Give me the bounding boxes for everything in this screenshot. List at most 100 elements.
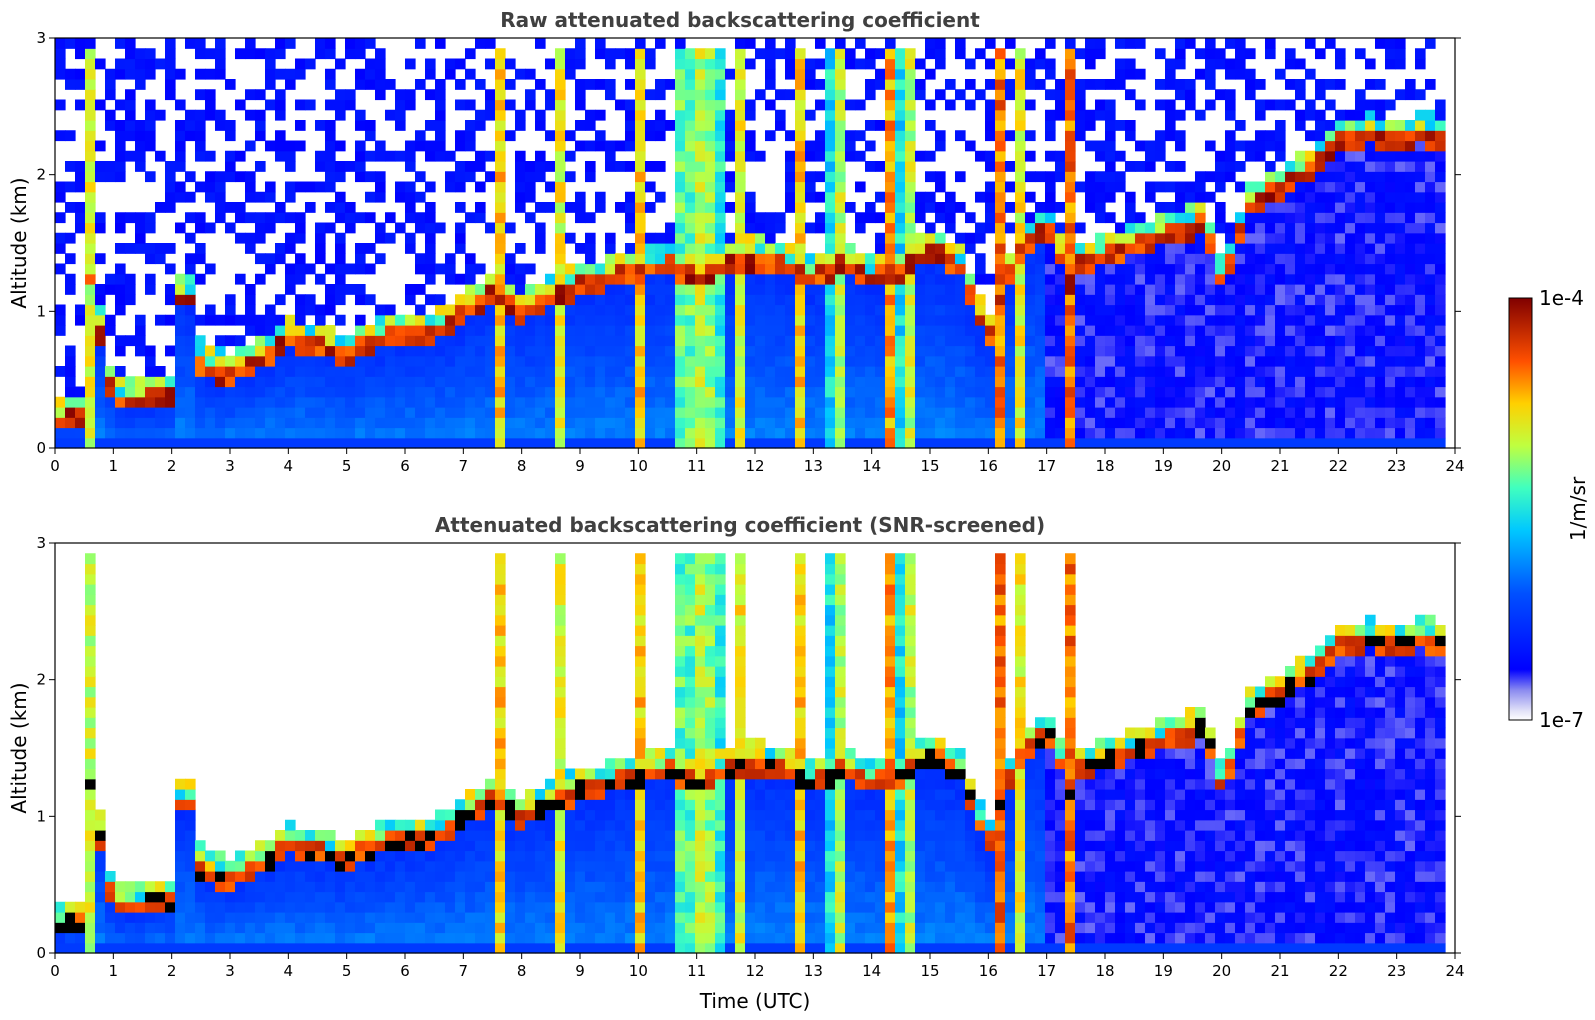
heatmap-cell	[1035, 437, 1046, 449]
heatmap-cell	[635, 181, 646, 193]
heatmap-cell	[455, 335, 466, 347]
heatmap-cell	[575, 840, 586, 852]
heatmap-cell	[195, 376, 206, 388]
heatmap-cell	[335, 922, 346, 934]
heatmap-cell	[655, 232, 666, 244]
heatmap-cell	[495, 417, 506, 429]
heatmap-cell	[85, 386, 96, 398]
heatmap-cell	[395, 407, 406, 418]
heatmap-cell	[255, 437, 266, 449]
heatmap-cell	[835, 284, 846, 295]
heatmap-cell	[1085, 335, 1096, 347]
heatmap-cell	[1355, 355, 1366, 367]
heatmap-cell	[1255, 355, 1266, 367]
heatmap-cell	[485, 407, 496, 418]
heatmap-cell	[325, 871, 336, 882]
heatmap-cell	[715, 273, 726, 285]
heatmap-cell	[1045, 202, 1056, 213]
heatmap-cell	[1035, 253, 1046, 265]
heatmap-cell	[85, 758, 96, 770]
heatmap-cell	[1265, 386, 1276, 398]
heatmap-cell	[1215, 396, 1226, 408]
heatmap-cell	[1435, 253, 1446, 265]
heatmap-cell	[255, 232, 266, 244]
heatmap-cell	[1355, 171, 1366, 183]
heatmap-cell	[1165, 99, 1176, 111]
heatmap-cell	[495, 161, 506, 172]
heatmap-cell	[585, 335, 596, 347]
heatmap-cell	[295, 427, 306, 439]
heatmap-cell	[335, 386, 346, 398]
heatmap-cell	[815, 171, 826, 183]
heatmap-cell	[905, 396, 916, 408]
heatmap-cell	[1005, 58, 1016, 70]
heatmap-cell	[1205, 437, 1216, 449]
heatmap-cell	[275, 376, 286, 388]
heatmap-cell	[1435, 263, 1446, 275]
heatmap-cell	[265, 140, 276, 152]
heatmap-cell	[505, 386, 516, 398]
heatmap-cell	[485, 871, 496, 882]
heatmap-cell	[375, 79, 386, 90]
heatmap-cell	[185, 304, 196, 316]
heatmap-cell	[1205, 417, 1216, 429]
heatmap-cell	[165, 932, 176, 944]
heatmap-cell	[1435, 386, 1446, 398]
heatmap-cell	[1305, 253, 1316, 265]
heatmap-cell	[335, 345, 346, 357]
heatmap-cell	[225, 304, 236, 316]
heatmap-cell	[935, 140, 946, 152]
heatmap-cell	[695, 120, 706, 131]
heatmap-cell	[885, 386, 896, 398]
heatmap-cell	[105, 396, 116, 408]
heatmap-cell	[185, 871, 196, 882]
heatmap-cell	[475, 922, 486, 934]
heatmap-cell	[1025, 437, 1036, 449]
heatmap-cell	[525, 789, 536, 800]
heatmap-cell	[1225, 386, 1236, 398]
y-axis-label: Altitude (km)	[7, 177, 31, 308]
heatmap-cell	[335, 253, 346, 265]
heatmap-cell	[875, 335, 886, 347]
heatmap-cell	[1035, 427, 1046, 439]
heatmap-cell	[645, 243, 656, 254]
heatmap-cell	[875, 304, 886, 316]
heatmap-cell	[695, 68, 706, 80]
heatmap-cell	[895, 202, 906, 213]
heatmap-cell	[915, 253, 926, 265]
heatmap-cell	[695, 304, 706, 316]
heatmap-cell	[535, 222, 546, 234]
heatmap-cell	[475, 366, 486, 377]
heatmap-cell	[925, 396, 936, 408]
heatmap-cell	[425, 263, 436, 275]
heatmap-cell	[1255, 325, 1266, 336]
x-tick-label: 11	[687, 457, 706, 475]
heatmap-cell	[795, 181, 806, 193]
heatmap-cell	[945, 273, 956, 285]
heatmap-cell	[85, 922, 96, 934]
heatmap-cell	[515, 109, 526, 121]
heatmap-cell	[125, 48, 136, 60]
heatmap-cell	[205, 427, 216, 439]
heatmap-cell	[555, 273, 566, 285]
heatmap-cell	[1045, 253, 1056, 265]
heatmap-cell	[155, 942, 166, 954]
heatmap-cell	[215, 68, 226, 80]
heatmap-cell	[545, 58, 556, 70]
heatmap-cell	[745, 366, 756, 377]
heatmap-cell	[565, 901, 576, 913]
heatmap-cell	[1395, 273, 1406, 285]
heatmap-cell	[345, 355, 356, 367]
heatmap-cell	[635, 109, 646, 121]
heatmap-cell	[395, 901, 406, 913]
heatmap-cell	[1105, 109, 1116, 121]
heatmap-cell	[1015, 99, 1026, 111]
heatmap-cell	[1345, 202, 1356, 213]
heatmap-cell	[1135, 263, 1146, 275]
heatmap-cell	[705, 314, 716, 326]
heatmap-cell	[345, 840, 356, 852]
heatmap-cell	[875, 48, 886, 60]
heatmap-cell	[375, 232, 386, 244]
heatmap-cell	[1065, 130, 1076, 142]
heatmap-cell	[145, 140, 156, 152]
